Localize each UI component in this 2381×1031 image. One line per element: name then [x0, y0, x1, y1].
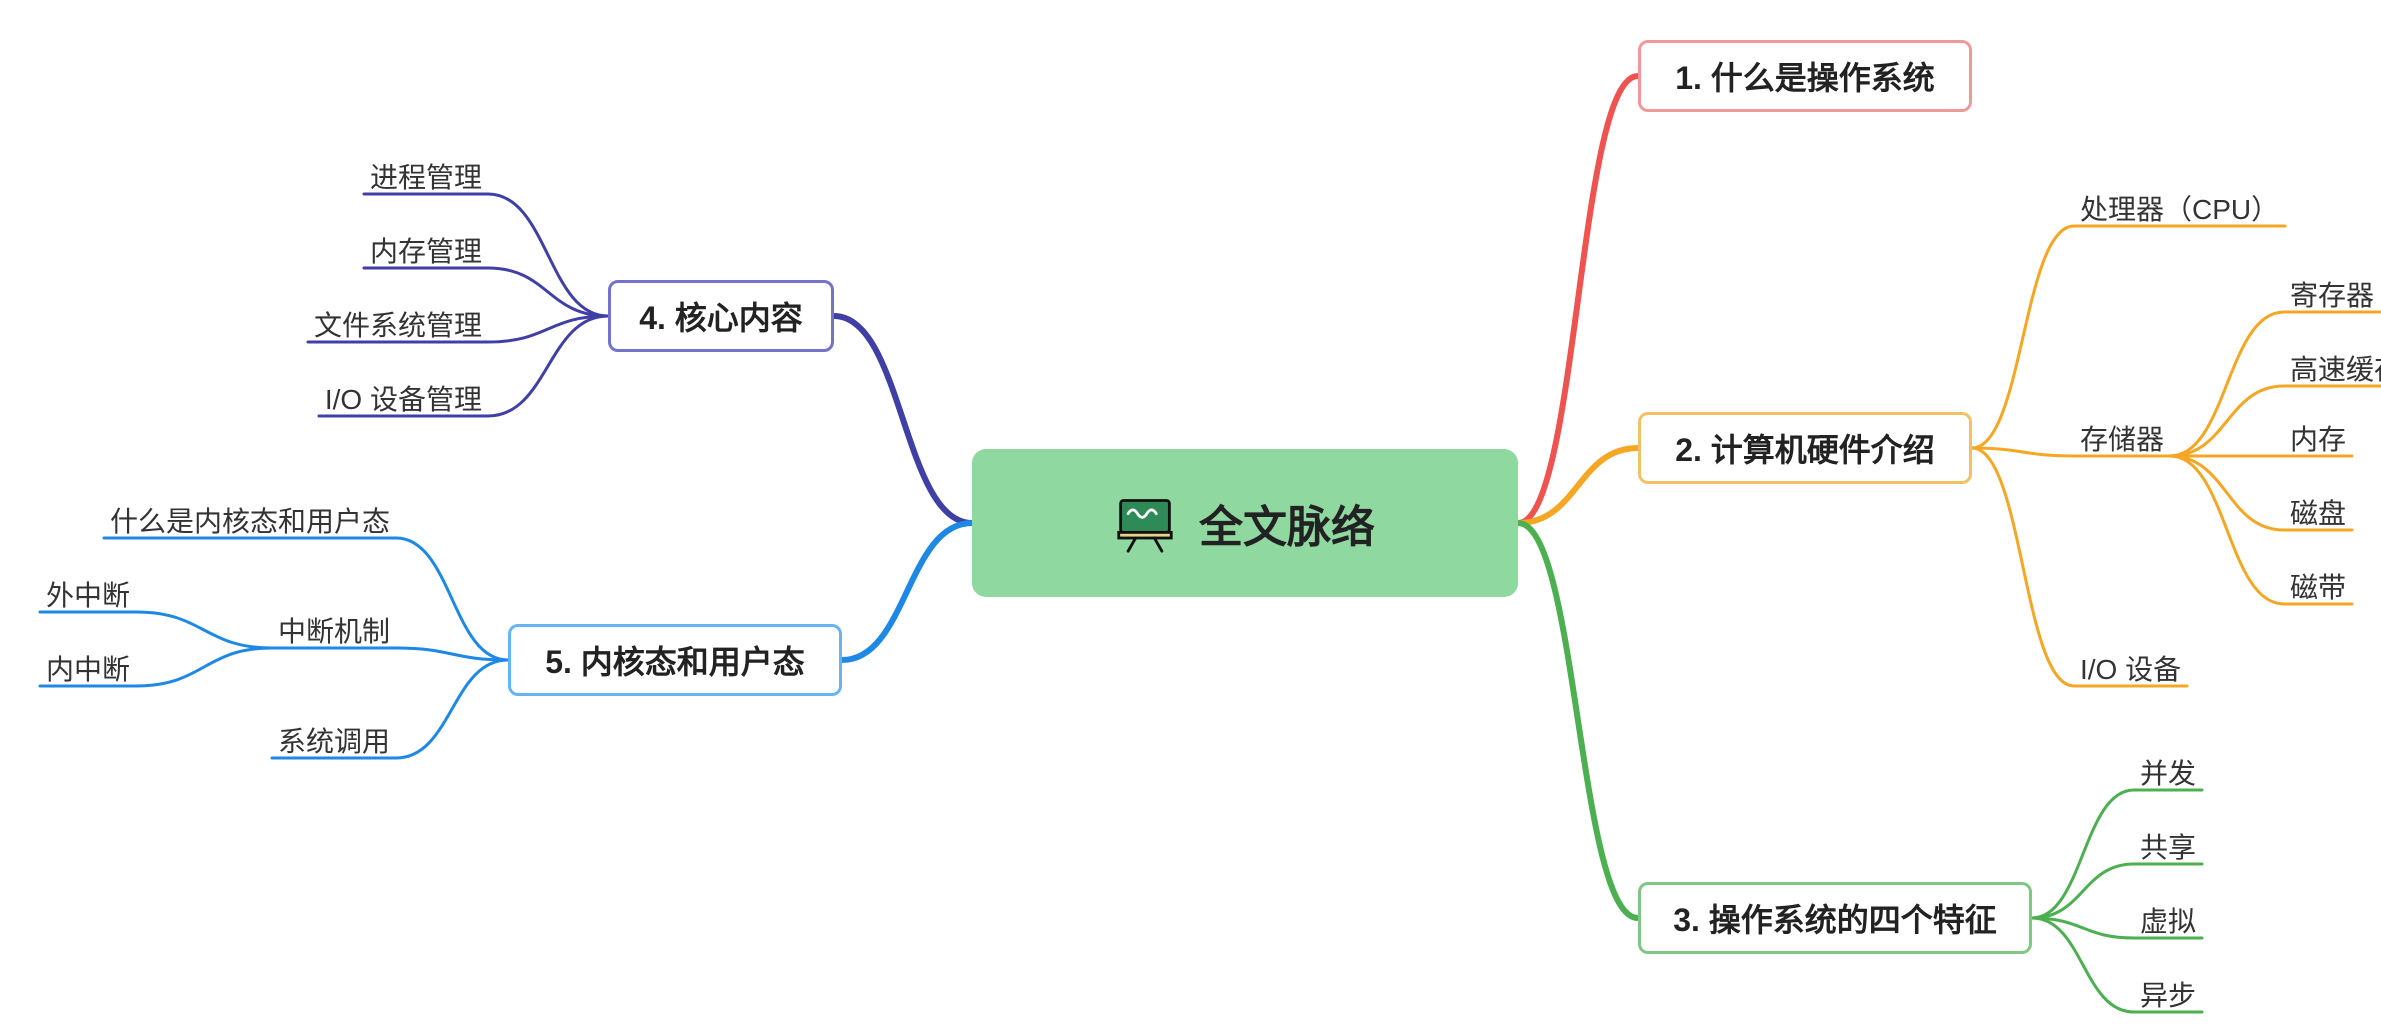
branch-node: 5. 内核态和用户态 — [508, 624, 842, 696]
leaf-node: I/O 设备 — [2080, 648, 2181, 688]
root-node: 全文脉络 — [972, 449, 1518, 597]
branch-node: 1. 什么是操作系统 — [1638, 40, 1972, 112]
leaf-node: 磁带 — [2290, 566, 2346, 606]
leaf-node: 内存管理 — [370, 230, 482, 270]
leaf-node: 虚拟 — [2140, 900, 2196, 940]
leaf-node: 寄存器 — [2290, 274, 2374, 314]
leaf-node: 高速缓存 — [2290, 348, 2381, 388]
leaf-node: 文件系统管理 — [314, 304, 482, 344]
branch-node: 3. 操作系统的四个特征 — [1638, 882, 2032, 954]
leaf-node: 外中断 — [46, 574, 130, 614]
leaf-node: 并发 — [2140, 752, 2196, 792]
leaf-node: 内存 — [2290, 418, 2346, 458]
leaf-node: 系统调用 — [278, 720, 390, 760]
leaf-node: 存储器 — [2080, 418, 2164, 458]
leaf-node: 处理器（CPU） — [2080, 188, 2279, 228]
leaf-node: 中断机制 — [278, 610, 390, 650]
branch-node: 2. 计算机硬件介绍 — [1638, 412, 1972, 484]
leaf-node: 共享 — [2140, 826, 2196, 866]
leaf-node: 磁盘 — [2290, 492, 2346, 532]
leaf-node: 内中断 — [46, 648, 130, 688]
branch-node: 4. 核心内容 — [608, 280, 834, 352]
chalkboard-icon — [1115, 493, 1175, 553]
leaf-node: 进程管理 — [370, 156, 482, 196]
leaf-node: 什么是内核态和用户态 — [110, 500, 390, 540]
leaf-node: 异步 — [2140, 974, 2196, 1014]
leaf-node: I/O 设备管理 — [325, 378, 482, 418]
mindmap-canvas: 全文脉络 1. 什么是操作系统 2. 计算机硬件介绍 处理器（CPU） 存储器 寄存器高… — [0, 0, 2381, 1031]
root-label: 全文脉络 — [1199, 491, 1375, 555]
